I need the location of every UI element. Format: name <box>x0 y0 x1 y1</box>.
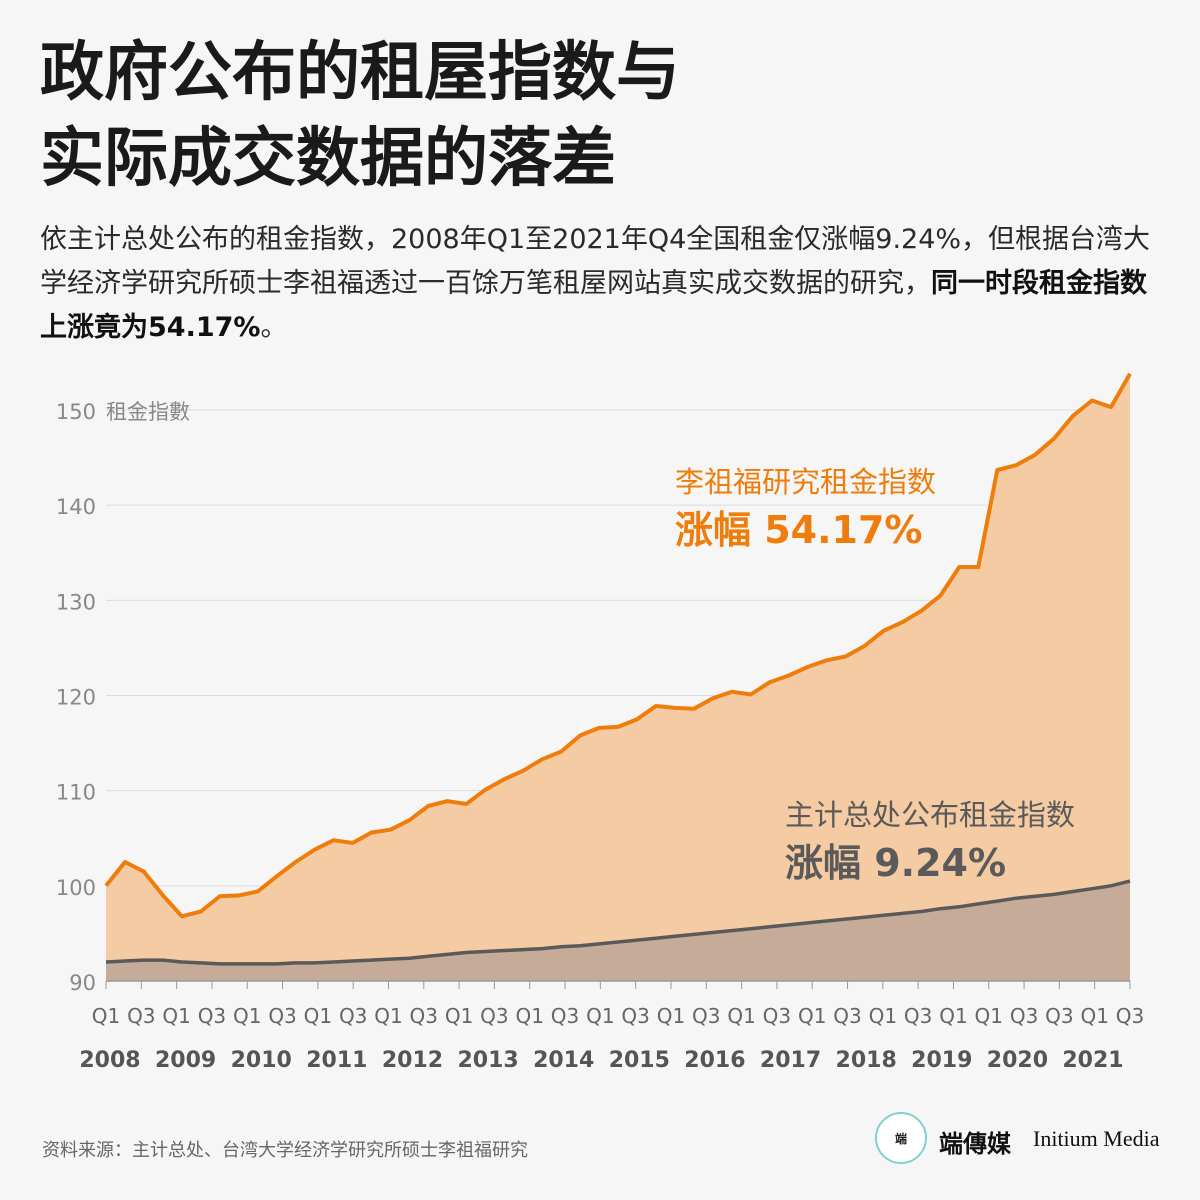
x-tick-label: Q3 <box>480 1004 508 1028</box>
x-tick-label: Q1 <box>445 1004 473 1028</box>
chart-subtitle: 依主计总处公布的租金指数，2008年Q1至2021年Q4全国租金仅涨幅9.24%… <box>40 218 1170 350</box>
y-tick-label: 110 <box>56 781 96 805</box>
x-tick-label: Q1 <box>657 1004 685 1028</box>
x-tick-label: Q3 <box>1116 1004 1144 1028</box>
year-label: 2014 <box>533 1048 594 1073</box>
chart-title: 政府公布的租屋指数与 实际成交数据的落差 <box>40 30 1140 202</box>
x-tick-label: Q1 <box>92 1004 120 1028</box>
y-tick-label: 120 <box>56 686 96 710</box>
initium-logo: 端 端傳媒 Initium Media <box>875 1112 1175 1172</box>
title-line-2: 实际成交数据的落差 <box>40 122 616 196</box>
y-tick-label: 90 <box>69 971 96 995</box>
year-label: 2011 <box>306 1048 367 1073</box>
x-tick-label: Q1 <box>939 1004 967 1028</box>
year-label: 2012 <box>382 1048 443 1073</box>
research-change-label: 涨幅 54.17% <box>675 508 923 552</box>
x-tick-label: Q3 <box>692 1004 720 1028</box>
year-label: 2018 <box>836 1048 897 1073</box>
x-tick-label: Q3 <box>763 1004 791 1028</box>
x-tick-label: Q3 <box>127 1004 155 1028</box>
year-label: 2016 <box>684 1048 745 1073</box>
logo-english: Initium Media <box>1033 1126 1160 1151</box>
official-series-area <box>106 881 1130 981</box>
official-series-line <box>105 879 1131 966</box>
official-change-label: 涨幅 9.24% <box>785 841 1006 885</box>
x-tick-label: Q3 <box>621 1004 649 1028</box>
x-tick-label: Q3 <box>833 1004 861 1028</box>
x-tick-label: Q3 <box>268 1004 296 1028</box>
x-tick-label: Q1 <box>374 1004 402 1028</box>
subtitle-text: 依主计总处公布的租金指数，2008年Q1至2021年Q4全国租金仅涨幅9.24%… <box>40 224 1151 299</box>
year-label: 2019 <box>911 1048 972 1073</box>
official-series-name: 主计总处公布租金指数 <box>785 798 1075 832</box>
logo-chinese: 端傳媒 <box>939 1129 1011 1158</box>
x-tick-label: Q1 <box>727 1004 755 1028</box>
y-tick-label: 140 <box>56 495 96 519</box>
x-tick-label: Q1 <box>1080 1004 1108 1028</box>
y-tick-label: 100 <box>56 876 96 900</box>
x-tick-label: Q3 <box>1045 1004 1073 1028</box>
x-tick-label: Q1 <box>233 1004 261 1028</box>
x-tick-label: Q1 <box>869 1004 897 1028</box>
source-note: 资料来源：主计总处、台湾大学经济学研究所硕士李祖福研究 <box>42 1140 528 1161</box>
y-axis-title: 租金指數 <box>106 400 190 424</box>
x-tick-label: Q3 <box>904 1004 932 1028</box>
year-label: 2021 <box>1062 1048 1123 1073</box>
x-tick-label: Q1 <box>798 1004 826 1028</box>
year-label: 2010 <box>231 1048 292 1073</box>
research-series-area <box>106 373 1130 981</box>
title-line-1: 政府公布的租屋指数与 <box>40 36 680 110</box>
year-label: 2015 <box>609 1048 670 1073</box>
x-tick-label: Q1 <box>162 1004 190 1028</box>
subtitle-highlight: 同一时段租金指数上涨竟为54.17% <box>40 268 1147 343</box>
x-tick-label: Q3 <box>339 1004 367 1028</box>
y-tick-label: 130 <box>56 590 96 614</box>
x-tick-label: Q1 <box>586 1004 614 1028</box>
research-series-name: 李祖福研究租金指数 <box>675 465 936 499</box>
x-tick-label: Q1 <box>975 1004 1003 1028</box>
year-label: 2008 <box>79 1048 140 1073</box>
year-label: 2017 <box>760 1048 821 1073</box>
x-tick-label: Q3 <box>1010 1004 1038 1028</box>
x-tick-label: Q3 <box>410 1004 438 1028</box>
research-series-line <box>104 372 1132 919</box>
x-tick-label: Q3 <box>551 1004 579 1028</box>
year-label: 2020 <box>987 1048 1048 1073</box>
y-tick-label: 150 <box>56 400 96 424</box>
year-label: 2013 <box>457 1048 518 1073</box>
year-label: 2009 <box>155 1048 216 1073</box>
logo-mark-icon: 端 <box>875 1112 927 1164</box>
subtitle-end: 。 <box>260 312 288 343</box>
x-tick-label: Q1 <box>304 1004 332 1028</box>
x-tick-label: Q1 <box>515 1004 543 1028</box>
x-tick-label: Q3 <box>198 1004 226 1028</box>
